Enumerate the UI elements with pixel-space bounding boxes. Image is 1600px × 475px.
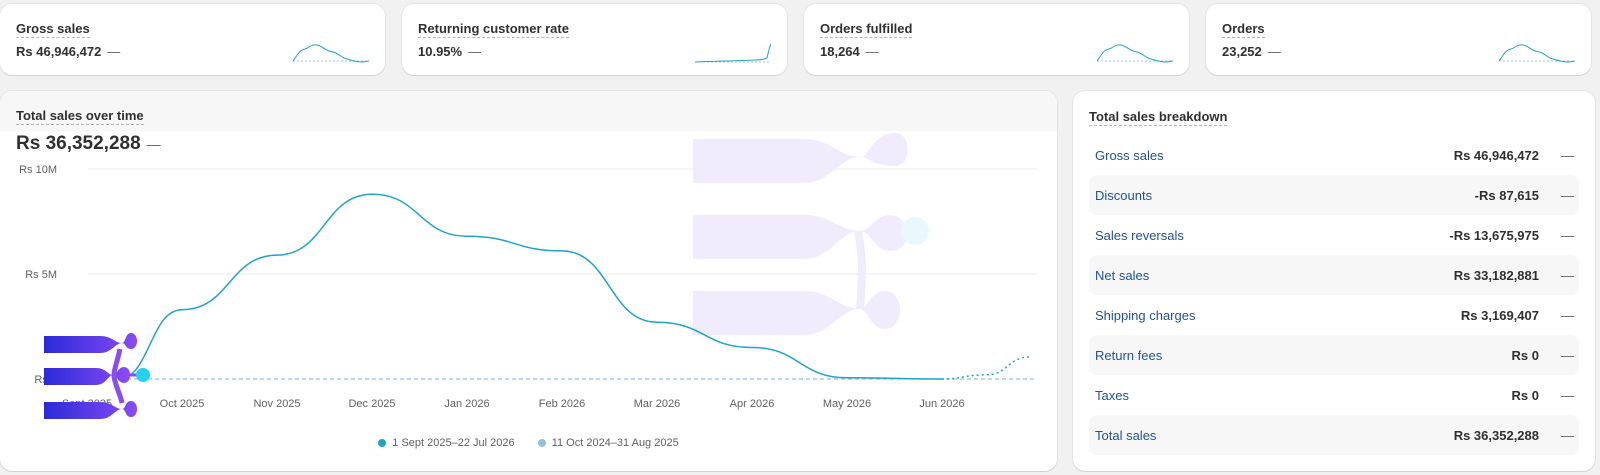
chart-series bbox=[117, 193, 1037, 380]
breakdown-row-link[interactable]: Shipping charges bbox=[1095, 307, 1196, 323]
card-header-band bbox=[0, 91, 1057, 131]
breakdown-row-value: Rs 36,352,288 bbox=[1453, 427, 1539, 443]
chart-change-dash: — bbox=[146, 136, 161, 152]
kpi-change-dash: — bbox=[865, 44, 879, 59]
chart-title[interactable]: Total sales over time bbox=[16, 108, 144, 125]
breakdown-row-change: — bbox=[1561, 347, 1574, 363]
sparkline-icon bbox=[1499, 44, 1575, 63]
kpi-card-gross-sales[interactable]: Gross sales Rs 46,946,472 — bbox=[0, 4, 385, 75]
breakdown-row-link[interactable]: Gross sales bbox=[1095, 147, 1164, 163]
chart-total-value: Rs 36,352,288 — bbox=[16, 133, 161, 155]
x-tick-label: Feb 2026 bbox=[539, 398, 585, 410]
breakdown-row-total-sales: Total sales Rs 36,352,288 — bbox=[1089, 415, 1579, 455]
kpi-title[interactable]: Orders fulfilled bbox=[820, 21, 913, 38]
breakdown-row-value: Rs 46,946,472 bbox=[1453, 147, 1539, 163]
legend-dot-icon bbox=[378, 439, 387, 447]
breakdown-row-change: — bbox=[1561, 387, 1574, 403]
breakdown-row-link[interactable]: Net sales bbox=[1095, 267, 1150, 283]
breakdown-row-value: Rs 3,169,407 bbox=[1460, 307, 1539, 323]
kpi-value-row: 10.95% — bbox=[418, 44, 771, 59]
kpi-change-dash: — bbox=[107, 44, 121, 59]
x-tick-label: Nov 2025 bbox=[253, 398, 300, 410]
x-tick-label: Jun 2026 bbox=[919, 398, 964, 410]
legend-label: 11 Oct 2024–31 Aug 2025 bbox=[551, 437, 679, 449]
kpi-title[interactable]: Returning customer rate bbox=[418, 21, 569, 38]
sparkline-icon bbox=[293, 44, 369, 63]
breakdown-row-value: -Rs 13,675,975 bbox=[1449, 227, 1539, 243]
legend-item-current[interactable]: 1 Sept 2025–22 Jul 2026 bbox=[378, 437, 515, 449]
breakdown-row-link[interactable]: Taxes bbox=[1095, 387, 1129, 403]
legend-label: 1 Sept 2025–22 Jul 2026 bbox=[392, 437, 515, 449]
breakdown-row-change: — bbox=[1561, 267, 1574, 283]
kpi-value-row: 18,264 — bbox=[820, 44, 1173, 59]
y-tick-label: Rs 5M bbox=[25, 269, 57, 281]
breakdown-row-change: — bbox=[1561, 227, 1574, 243]
x-tick-label: Mar 2026 bbox=[634, 398, 680, 410]
kpi-change-dash: — bbox=[1267, 44, 1281, 59]
sparkline-icon bbox=[1097, 44, 1173, 63]
breakdown-row-return-fees: Return fees Rs 0 — bbox=[1089, 335, 1579, 375]
breakdown-row-change: — bbox=[1561, 427, 1574, 443]
breakdown-row-value: Rs 0 bbox=[1511, 387, 1539, 403]
kpi-card-orders[interactable]: Orders 23,252 — bbox=[1206, 4, 1591, 75]
breakdown-row-sales-reversals: Sales reversals -Rs 13,675,975 — bbox=[1089, 215, 1579, 255]
x-tick-label: Dec 2025 bbox=[348, 398, 395, 410]
breakdown-row-discounts: Discounts -Rs 87,615 — bbox=[1089, 175, 1579, 215]
breakdown-row-gross-sales: Gross sales Rs 46,946,472 — bbox=[1089, 135, 1579, 175]
sparkline-icon bbox=[695, 43, 771, 63]
breakdown-row-link[interactable]: Discounts bbox=[1095, 187, 1153, 203]
kpi-change-dash: — bbox=[468, 44, 482, 59]
kpi-value: 10.95% bbox=[418, 44, 463, 59]
legend-item-comparison[interactable]: 11 Oct 2024–31 Aug 2025 bbox=[537, 437, 679, 449]
breakdown-row-value: Rs 33,182,881 bbox=[1453, 267, 1539, 283]
kpi-value-row: Rs 46,946,472 — bbox=[16, 44, 369, 59]
total-sales-breakdown-card: Total sales breakdown Gross sales Rs 46,… bbox=[1073, 91, 1595, 471]
flow-watermark-icon bbox=[693, 133, 929, 335]
kpi-value: 18,264 bbox=[820, 44, 860, 59]
breakdown-row-net-sales: Net sales Rs 33,182,881 — bbox=[1089, 255, 1579, 295]
legend-dot-icon bbox=[537, 439, 546, 447]
flow-logo-icon bbox=[44, 333, 150, 419]
breakdown-title[interactable]: Total sales breakdown bbox=[1089, 109, 1228, 126]
x-tick-label: Apr 2026 bbox=[730, 398, 775, 410]
x-tick-label: Oct 2025 bbox=[160, 398, 205, 410]
breakdown-row-value: Rs 0 bbox=[1511, 347, 1539, 363]
kpi-title[interactable]: Orders bbox=[1222, 21, 1265, 38]
series-line-current bbox=[117, 193, 943, 380]
breakdown-row-link[interactable]: Total sales bbox=[1095, 427, 1157, 443]
x-tick-label: May 2026 bbox=[823, 398, 871, 410]
chart-total-amount: Rs 36,352,288 bbox=[16, 133, 141, 154]
chart-grid bbox=[88, 168, 1037, 275]
kpi-value-row: 23,252 — bbox=[1222, 44, 1575, 59]
breakdown-row-change: — bbox=[1561, 147, 1574, 163]
y-tick-label: Rs 10M bbox=[19, 164, 57, 176]
breakdown-row-shipping-charges: Shipping charges Rs 3,169,407 — bbox=[1089, 295, 1579, 335]
kpi-value: Rs 46,946,472 bbox=[16, 44, 102, 59]
kpi-value: 23,252 bbox=[1222, 44, 1262, 59]
x-tick-label: Jan 2026 bbox=[444, 398, 489, 410]
breakdown-row-link[interactable]: Sales reversals bbox=[1095, 227, 1184, 243]
breakdown-row-change: — bbox=[1561, 307, 1574, 323]
breakdown-row-taxes: Taxes Rs 0 — bbox=[1089, 375, 1579, 415]
breakdown-list: Gross sales Rs 46,946,472 — Discounts -R… bbox=[1089, 135, 1579, 455]
kpi-title[interactable]: Gross sales bbox=[16, 21, 90, 38]
kpi-card-returning-customer-rate[interactable]: Returning customer rate 10.95% — bbox=[402, 4, 787, 75]
kpi-card-orders-fulfilled[interactable]: Orders fulfilled 18,264 — bbox=[804, 4, 1189, 75]
breakdown-row-value: -Rs 87,615 bbox=[1474, 187, 1539, 203]
breakdown-row-change: — bbox=[1561, 187, 1574, 203]
series-projection-current bbox=[941, 356, 1031, 380]
chart-legend: 1 Sept 2025–22 Jul 2026 11 Oct 2024–31 A… bbox=[0, 437, 1057, 449]
breakdown-row-link[interactable]: Return fees bbox=[1095, 347, 1163, 363]
